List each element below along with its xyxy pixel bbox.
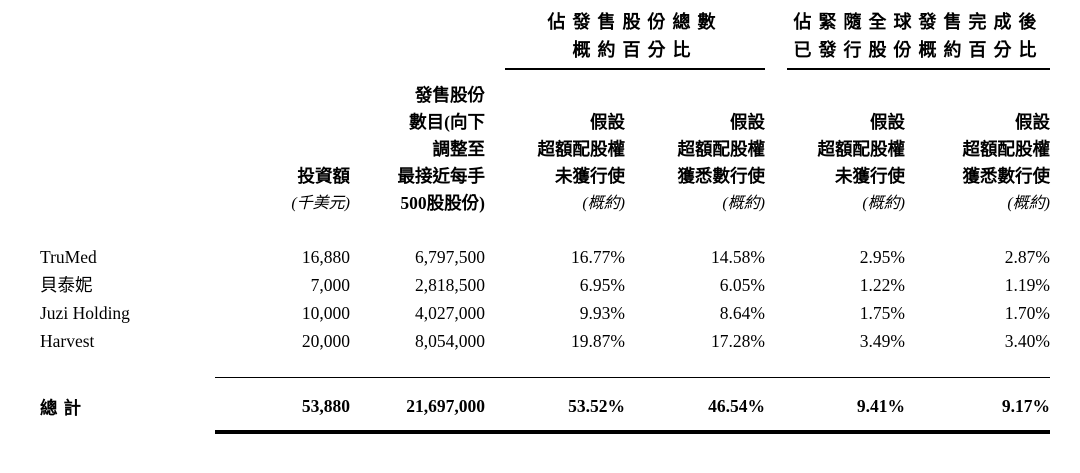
cell-offer-shares: 8,054,000 [415,331,485,351]
group-header-post-offering-pct: 佔緊隨全球發售完成後 已發行股份概約百分比 [787,8,1050,70]
column-header-line: 未獲行使 [555,166,625,186]
table-row: 貝泰妮 7,000 2,818,500 6.95% 6.05% 1.22% 1.… [40,271,1050,299]
column-header-line: 假設 [730,112,765,132]
total-pct-offer-not-exercised: 53.52% [485,376,625,434]
column-header-line: 發售股份 [415,85,485,105]
column-header-pct-offer-fully-exercised: 假設 超額配股權 獲悉數行使 (概約) [625,70,766,217]
cell-pct-offer-fully-exercised: 8.64% [719,303,765,323]
column-header-note: (概約) [862,195,905,212]
column-header-line: 假設 [590,112,625,132]
total-pct-issued-not-exercised: 9.41% [765,376,905,434]
group-header-offer-shares-cell: 佔發售股份總數 概約百分比 [485,8,765,70]
column-header-line: 投資額 [297,166,351,186]
group-header-empty-cell [40,8,485,70]
column-header-note: (概約) [582,195,625,212]
total-label: 總計 [40,397,87,418]
column-header-row: 投資額 (千美元) 發售股份 數目(向下 調整至 最接近每手 500股股份) 假… [40,70,1050,217]
cell-pct-issued-fully-exercised: 1.19% [1004,275,1050,295]
group-header-line: 概約百分比 [572,40,698,60]
total-row: 總計 53,880 21,697,000 53.52% 46.54% 9.41%… [40,376,1050,434]
column-header-line: 數目(向下 [409,112,485,132]
row-label: Juzi Holding [40,303,130,323]
column-header-pct-offer-not-exercised: 假設 超額配股權 未獲行使 (概約) [485,70,626,217]
table-row: Juzi Holding 10,000 4,027,000 9.93% 8.64… [40,299,1050,327]
column-header-pct-issued-not-exercised: 假設 超額配股權 未獲行使 (概約) [765,70,906,217]
column-header-line: 最接近每手 [397,166,486,186]
column-header-line: 超額配股權 [962,139,1051,159]
cell-pct-offer-fully-exercised: 17.28% [711,331,765,351]
group-header-offer-shares-pct: 佔發售股份總數 概約百分比 [505,8,765,70]
group-header-line: 佔發售股份總數 [547,12,723,32]
column-header-line: 未獲行使 [835,166,905,186]
group-header-line: 已發行股份概約百分比 [793,40,1044,60]
table-row: TruMed 16,880 6,797,500 16.77% 14.58% 2.… [40,217,1050,271]
cell-pct-issued-not-exercised: 2.95% [859,247,905,267]
cell-offer-shares: 4,027,000 [415,303,485,323]
cell-investment: 20,000 [301,331,350,351]
column-header-line: 500股股份) [400,193,485,213]
total-pct-issued-fully-exercised: 9.17% [905,376,1050,434]
column-header-note: (千美元) [291,195,350,212]
cell-pct-issued-not-exercised: 1.22% [859,275,905,295]
column-header-line: 獲悉數行使 [962,166,1051,186]
column-header-line: 調整至 [432,139,486,159]
cell-offer-shares: 6,797,500 [415,247,485,267]
column-header-empty-cell [40,70,215,217]
column-header-line: 超額配股權 [537,139,626,159]
group-header-line: 佔緊隨全球發售完成後 [793,12,1044,32]
column-header-line: 超額配股權 [817,139,906,159]
cell-pct-offer-not-exercised: 19.87% [571,331,625,351]
cell-pct-issued-not-exercised: 1.75% [859,303,905,323]
cell-pct-issued-fully-exercised: 2.87% [1004,247,1050,267]
cell-pct-offer-fully-exercised: 6.05% [719,275,765,295]
column-header-line: 假設 [1015,112,1050,132]
cell-pct-issued-fully-exercised: 1.70% [1004,303,1050,323]
cell-pct-issued-not-exercised: 3.49% [859,331,905,351]
spacer-cell [40,355,1050,377]
row-label: Harvest [40,331,95,351]
column-header-offer-shares-number: 發售股份 數目(向下 調整至 最接近每手 500股股份) [350,70,486,217]
cell-investment: 16,880 [301,247,350,267]
cell-pct-offer-not-exercised: 9.93% [579,303,625,323]
total-pct-offer-fully-exercised: 46.54% [625,376,765,434]
column-header-note: (概約) [722,195,765,212]
cell-pct-offer-fully-exercised: 14.58% [711,247,765,267]
column-header-note: (概約) [1007,195,1050,212]
cell-offer-shares: 2,818,500 [415,275,485,295]
cell-investment: 7,000 [310,275,350,295]
total-offer-shares: 21,697,000 [350,376,485,434]
column-header-line: 獲悉數行使 [677,166,766,186]
cornerstone-investors-table: 佔發售股份總數 概約百分比 佔緊隨全球發售完成後 已發行股份概約百分比 投資額 … [40,8,1050,434]
group-header-row: 佔發售股份總數 概約百分比 佔緊隨全球發售完成後 已發行股份概約百分比 [40,8,1050,70]
cell-pct-offer-not-exercised: 16.77% [571,247,625,267]
table-row: Harvest 20,000 8,054,000 19.87% 17.28% 3… [40,327,1050,355]
cell-pct-offer-not-exercised: 6.95% [579,275,625,295]
total-investment: 53,880 [215,376,350,434]
cell-pct-issued-fully-exercised: 3.40% [1004,331,1050,351]
cell-investment: 10,000 [301,303,350,323]
group-header-post-offering-cell: 佔緊隨全球發售完成後 已發行股份概約百分比 [765,8,1050,70]
spacer-row [40,355,1050,377]
column-header-line: 假設 [870,112,905,132]
column-header-pct-issued-fully-exercised: 假設 超額配股權 獲悉數行使 (概約) [905,70,1051,217]
row-label: TruMed [40,247,97,267]
column-header-line: 超額配股權 [677,139,766,159]
row-label: 貝泰妮 [40,275,93,295]
column-header-investment-amount: 投資額 (千美元) [215,70,350,217]
